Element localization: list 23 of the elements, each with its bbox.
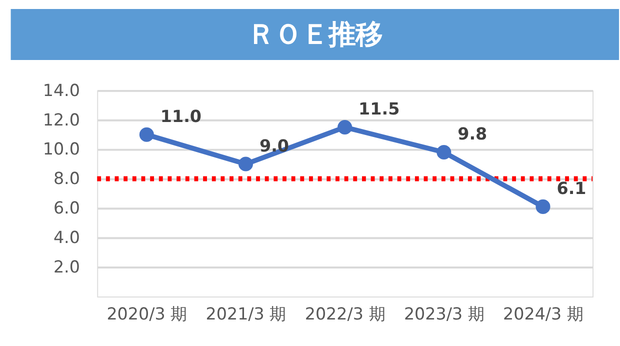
y-tick-label: 10.0 [42,140,80,159]
y-tick-label: 6.0 [53,198,80,218]
y-tick-label: 8.0 [53,169,80,188]
y-tick-label: 4.0 [53,228,80,247]
x-tick-label: 2021/3 期 [206,304,287,324]
point [238,156,254,172]
x-tick-label: 2020/3 期 [106,304,188,324]
y-tick-label: 14.0 [42,80,80,100]
chart-title: ＲＯＥ推移 [247,19,382,50]
x-tick-label: 2022/3 期 [304,304,386,324]
data-label: 11.5 [358,99,400,118]
data-label: 9.0 [259,136,289,156]
data-label: 9.8 [458,124,488,144]
data-label: 6.1 [556,178,586,198]
y-tick-label: 2.0 [53,257,80,276]
point [139,127,154,142]
x-tick-label: 2024/3 期 [503,304,584,324]
data-label: 11.0 [160,106,202,126]
point [536,199,550,214]
y-tick-label: 12.0 [42,110,80,130]
point [436,144,452,160]
point [338,120,352,134]
x-tick-label: 2023/3 期 [404,304,485,324]
